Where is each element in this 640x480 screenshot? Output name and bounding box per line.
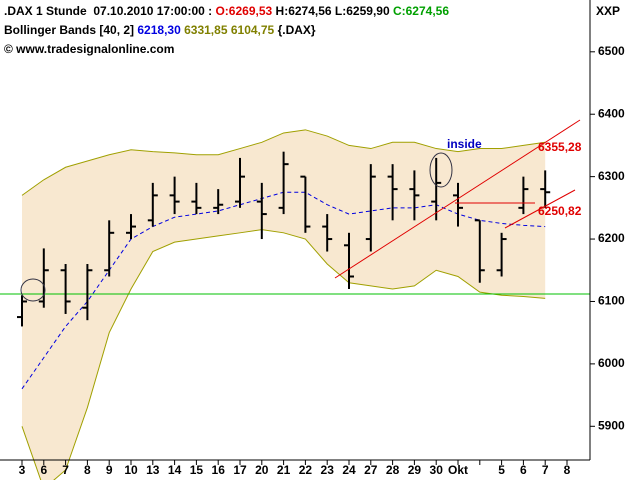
x-tick-label: 13 bbox=[146, 463, 160, 477]
x-tick-label: 24 bbox=[342, 463, 356, 477]
close: C:6274,56 bbox=[392, 4, 450, 18]
datetime: 07.10.2010 17:00:00 bbox=[93, 4, 205, 18]
x-tick-label: 22 bbox=[299, 463, 313, 477]
trend-label: 6355,28 bbox=[538, 140, 582, 154]
x-tick-label: 10 bbox=[124, 463, 138, 477]
band-upper bbox=[21, 129, 546, 196]
copyright: © www.tradesignalonline.com bbox=[4, 42, 175, 56]
indicator-symbol: {.DAX} bbox=[277, 23, 316, 37]
symbol: .DAX bbox=[4, 4, 33, 18]
x-tick-label: 30 bbox=[430, 463, 444, 477]
trend-line bbox=[504, 189, 576, 229]
low: L:6259,90 bbox=[334, 4, 390, 18]
y-tick-label: 6400 bbox=[598, 106, 625, 120]
annotation: inside bbox=[447, 137, 482, 151]
exchange: XXP bbox=[596, 4, 620, 18]
x-tick-label: Okt bbox=[448, 463, 468, 477]
indicator-lower: 6104,75 bbox=[230, 23, 275, 37]
marker-circle bbox=[429, 152, 453, 188]
x-tick-label: 3 bbox=[19, 463, 26, 477]
x-tick-label: 6 bbox=[520, 463, 527, 477]
interval: 1 Stunde bbox=[36, 4, 87, 18]
legend: Bollinger Bands [40, 2] 6218,30 6331,85 … bbox=[4, 23, 316, 37]
x-tick-label: 23 bbox=[321, 463, 335, 477]
open: O:6269,53 bbox=[215, 4, 273, 18]
high: H:6274,56 bbox=[275, 4, 332, 18]
x-tick-label: 21 bbox=[277, 463, 291, 477]
band-lower bbox=[21, 229, 546, 480]
trend-label: 6250,82 bbox=[538, 204, 582, 218]
y-tick-label: 6000 bbox=[598, 356, 625, 370]
x-tick-label: 16 bbox=[212, 463, 226, 477]
x-tick-label: 17 bbox=[233, 463, 247, 477]
y-tick-label: 5900 bbox=[598, 418, 625, 432]
trend-line bbox=[334, 119, 581, 279]
y-tick-label: 6200 bbox=[598, 231, 625, 245]
header: .DAX 1 Stunde 07.10.2010 17:00:00 : O:62… bbox=[4, 4, 450, 18]
x-tick-label: 8 bbox=[84, 463, 91, 477]
y-tick-label: 6100 bbox=[598, 294, 625, 308]
x-tick-label: 7 bbox=[542, 463, 549, 477]
x-tick-label: 6 bbox=[40, 463, 47, 477]
x-tick-label: 15 bbox=[190, 463, 204, 477]
indicator-name: Bollinger Bands [40, 2] bbox=[4, 23, 135, 37]
indicator-mid: 6218,30 bbox=[137, 23, 181, 37]
x-tick-label: 7 bbox=[62, 463, 69, 477]
x-tick-label: 14 bbox=[168, 463, 182, 477]
x-tick-label: 28 bbox=[386, 463, 400, 477]
indicator-upper: 6331,85 bbox=[184, 23, 228, 37]
x-tick-label: 5 bbox=[498, 463, 505, 477]
y-tick-label: 6500 bbox=[598, 44, 625, 58]
marker-circle bbox=[20, 278, 46, 302]
x-tick-label: 29 bbox=[408, 463, 422, 477]
y-tick-label: 6300 bbox=[598, 169, 625, 183]
x-tick-label: 27 bbox=[364, 463, 378, 477]
x-tick-label: 9 bbox=[106, 463, 113, 477]
x-tick-label: 8 bbox=[564, 463, 571, 477]
x-tick-label: 20 bbox=[255, 463, 269, 477]
